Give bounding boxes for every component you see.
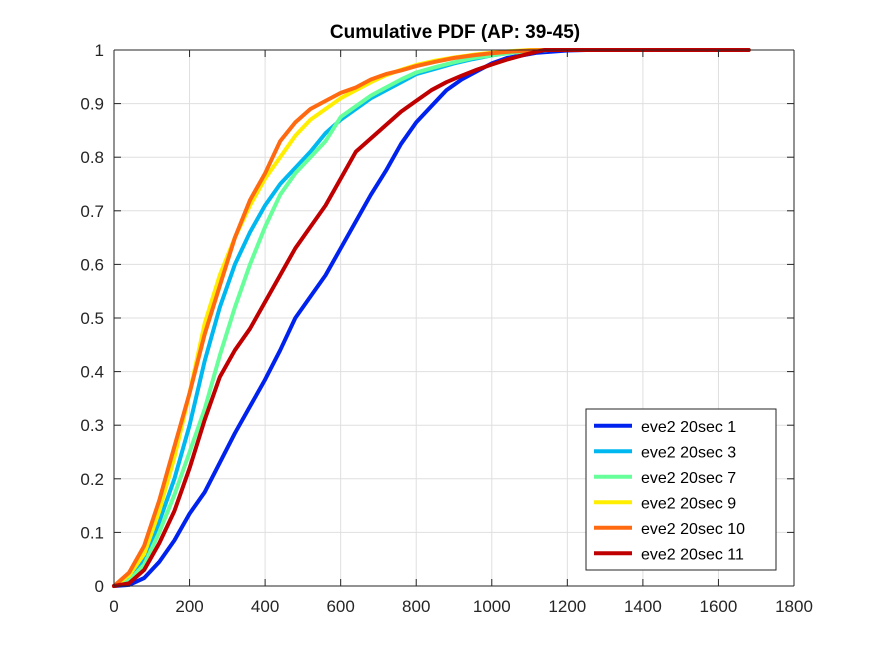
y-tick-label: 0.1 (80, 523, 104, 542)
y-tick-label: 0.8 (80, 148, 104, 167)
y-tick-label: 0.9 (80, 95, 104, 114)
legend-label-2: eve2 20sec 3 (641, 444, 736, 461)
x-tick-label: 1000 (473, 597, 511, 616)
x-tick-label: 400 (251, 597, 279, 616)
x-tick-label: 1600 (700, 597, 738, 616)
legend-label-5: eve2 20sec 10 (641, 521, 745, 538)
y-tick-label: 0.2 (80, 470, 104, 489)
y-tick-label: 0.4 (80, 363, 104, 382)
y-axis-ticks: 0 0.1 0.2 0.3 0.4 0.5 0.6 0.7 0.8 0.9 1 (80, 41, 794, 596)
y-tick-label: 0.3 (80, 416, 104, 435)
x-tick-label: 1400 (624, 597, 662, 616)
legend-box (585, 408, 777, 571)
x-tick-label: 600 (326, 597, 354, 616)
y-tick-label: 0.6 (80, 255, 104, 274)
legend-label-4: eve2 20sec 9 (641, 495, 736, 512)
legend-label-3: eve2 20sec 7 (641, 470, 736, 487)
legend-label-1: eve2 20sec 1 (641, 419, 736, 436)
legend: eve2 20sec 1 eve2 20sec 3 eve2 20sec 7 eve2… (585, 408, 777, 571)
y-tick-label: 0.5 (80, 309, 104, 328)
y-tick-label: 1 (95, 41, 104, 60)
x-tick-label: 0 (109, 597, 118, 616)
x-tick-label: 1200 (548, 597, 586, 616)
x-tick-label: 200 (175, 597, 203, 616)
chart-title: Cumulative PDF (AP: 39-45) (330, 22, 580, 43)
legend-label-6: eve2 20sec 11 (641, 546, 744, 563)
x-axis-ticks: 0 200 400 600 800 1000 1200 1400 1600 1800 (109, 50, 813, 616)
y-tick-label: 0.7 (80, 202, 104, 221)
x-tick-label: 800 (402, 597, 430, 616)
x-tick-label: 1800 (775, 597, 813, 616)
y-tick-label: 0 (95, 577, 104, 596)
